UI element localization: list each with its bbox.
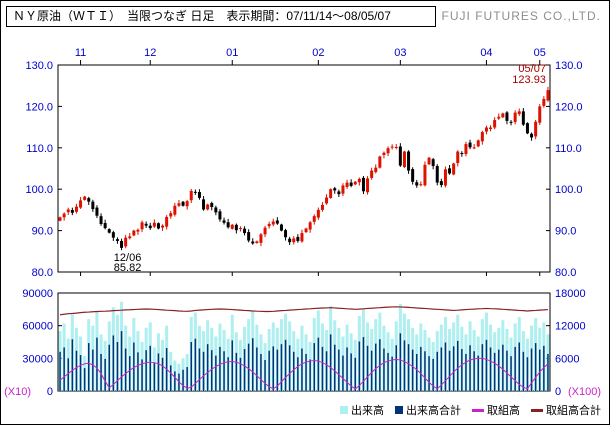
volume-swatch-icon bbox=[340, 406, 348, 414]
svg-text:123.93: 123.93 bbox=[512, 74, 546, 86]
svg-text:6000: 6000 bbox=[555, 353, 579, 365]
svg-text:(X10): (X10) bbox=[4, 386, 31, 398]
svg-text:90.0: 90.0 bbox=[555, 226, 576, 238]
plot-borders bbox=[57, 64, 551, 392]
svg-text:18000: 18000 bbox=[555, 288, 586, 300]
volume-total-bars bbox=[59, 331, 549, 391]
svg-text:04: 04 bbox=[480, 47, 492, 59]
svg-text:90000: 90000 bbox=[22, 288, 53, 300]
svg-text:30000: 30000 bbox=[22, 353, 53, 365]
svg-text:60000: 60000 bbox=[22, 321, 53, 333]
month-axis bbox=[80, 60, 541, 276]
legend-item-open-interest: 取組高 bbox=[472, 402, 520, 418]
svg-text:80.0: 80.0 bbox=[32, 267, 53, 279]
legend-label-volume: 出来高 bbox=[351, 405, 384, 417]
open-interest-swatch-icon bbox=[472, 408, 484, 412]
volume-axis bbox=[58, 325, 550, 359]
svg-text:110.0: 110.0 bbox=[555, 143, 582, 155]
legend-label-open-interest-total: 取組高合計 bbox=[546, 405, 601, 417]
volume-total-swatch-icon bbox=[395, 406, 403, 414]
legend-label-volume-total: 出来高合計 bbox=[406, 405, 461, 417]
svg-text:(X100): (X100) bbox=[568, 386, 601, 398]
svg-text:80.0: 80.0 bbox=[555, 267, 576, 279]
svg-text:11: 11 bbox=[75, 47, 86, 59]
svg-text:90.0: 90.0 bbox=[32, 226, 53, 238]
svg-text:02: 02 bbox=[312, 47, 324, 59]
legend-item-open-interest-total: 取組高合計 bbox=[531, 402, 601, 418]
chart-title: ＮＹ原油（ＷＴＩ） 当限つなぎ 日足 表示期間：07/11/14～08/05/0… bbox=[6, 6, 436, 27]
candlestick-series bbox=[58, 86, 550, 251]
svg-text:05/07: 05/07 bbox=[518, 63, 546, 75]
open-interest-line bbox=[59, 357, 549, 390]
svg-text:03: 03 bbox=[394, 47, 406, 59]
svg-text:05: 05 bbox=[534, 47, 546, 59]
company-name: FUJI FUTURES CO.,LTD. bbox=[441, 9, 601, 23]
legend-item-volume: 出来高 bbox=[340, 402, 384, 418]
legend-item-volume-total: 出来高合計 bbox=[395, 402, 461, 418]
svg-text:85.82: 85.82 bbox=[114, 262, 142, 274]
svg-text:0: 0 bbox=[47, 386, 53, 398]
svg-text:12000: 12000 bbox=[555, 321, 586, 333]
svg-text:0: 0 bbox=[555, 386, 561, 398]
legend-label-open-interest: 取組高 bbox=[487, 405, 520, 417]
svg-text:100.0: 100.0 bbox=[555, 184, 583, 196]
open-interest-total-line bbox=[59, 306, 548, 316]
legend: 出来高 出来高合計 取組高 取組高合計 bbox=[340, 402, 601, 418]
svg-text:120.0: 120.0 bbox=[555, 101, 583, 113]
svg-text:130.0: 130.0 bbox=[25, 60, 53, 72]
open-interest-total-swatch-icon bbox=[531, 408, 543, 412]
svg-text:110.0: 110.0 bbox=[26, 143, 53, 155]
svg-text:130.0: 130.0 bbox=[555, 60, 583, 72]
svg-text:12: 12 bbox=[144, 47, 156, 59]
volume-bars bbox=[58, 301, 550, 391]
svg-text:100.0: 100.0 bbox=[25, 184, 53, 196]
price-axis bbox=[58, 105, 550, 232]
svg-text:120.0: 120.0 bbox=[25, 101, 53, 113]
svg-text:01: 01 bbox=[226, 47, 238, 59]
svg-text:12/06: 12/06 bbox=[114, 252, 142, 264]
